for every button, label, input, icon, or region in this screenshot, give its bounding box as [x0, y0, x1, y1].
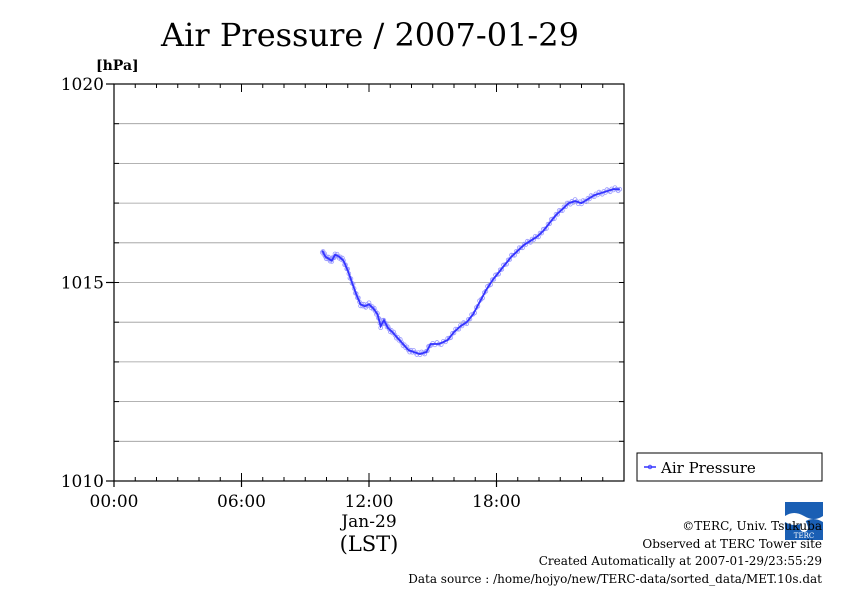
created-text: Created Automatically at 2007-01-29/23:5…: [538, 554, 822, 568]
x-ticks: 00:00 06:00 12:00 18:00: [90, 84, 604, 512]
y-tick-label: 1015: [61, 274, 104, 294]
legend-marker: [647, 464, 653, 470]
terc-logo-icon: TERC: [785, 502, 823, 540]
data-point-marker: [323, 254, 328, 259]
gridlines: [114, 123, 624, 442]
y-axis-label: [hPa]: [96, 58, 139, 74]
x-unit-label: (LST): [340, 532, 399, 556]
series-air-pressure: [319, 185, 623, 358]
data-point-marker: [518, 245, 524, 251]
data-point-marker: [510, 252, 516, 258]
copyright-text: ©TERC, Univ. Tsukuba: [682, 519, 822, 533]
data-point-marker: [454, 326, 460, 332]
legend-label-air-pressure: Air Pressure: [660, 459, 756, 477]
series-line-air-pressure: [321, 188, 620, 355]
site-text: Observed at TERC Tower site: [642, 536, 822, 551]
legend: Air Pressure: [636, 452, 823, 482]
chart-title: Air Pressure / 2007-01-29: [160, 16, 579, 54]
x-tick-label: 12:00: [345, 492, 394, 512]
source-text: Data source : /home/hojyo/new/TERC-data/…: [408, 571, 822, 586]
credits-block: ©TERC, Univ. Tsukuba Observed at TERC To…: [408, 518, 822, 588]
logo-text: TERC: [794, 532, 814, 540]
data-point-marker: [558, 208, 564, 213]
x-date-label: Jan-29: [339, 512, 396, 532]
y-tick-label: 1020: [61, 75, 104, 95]
y-ticks: 1010 1015 1020: [61, 75, 624, 492]
x-tick-label: 18:00: [472, 492, 521, 512]
legend-box: [636, 452, 823, 482]
x-tick-label: 00:00: [90, 492, 139, 512]
x-tick-label: 06:00: [217, 492, 266, 512]
data-point-marker: [534, 234, 540, 240]
y-tick-label: 1010: [61, 472, 104, 492]
